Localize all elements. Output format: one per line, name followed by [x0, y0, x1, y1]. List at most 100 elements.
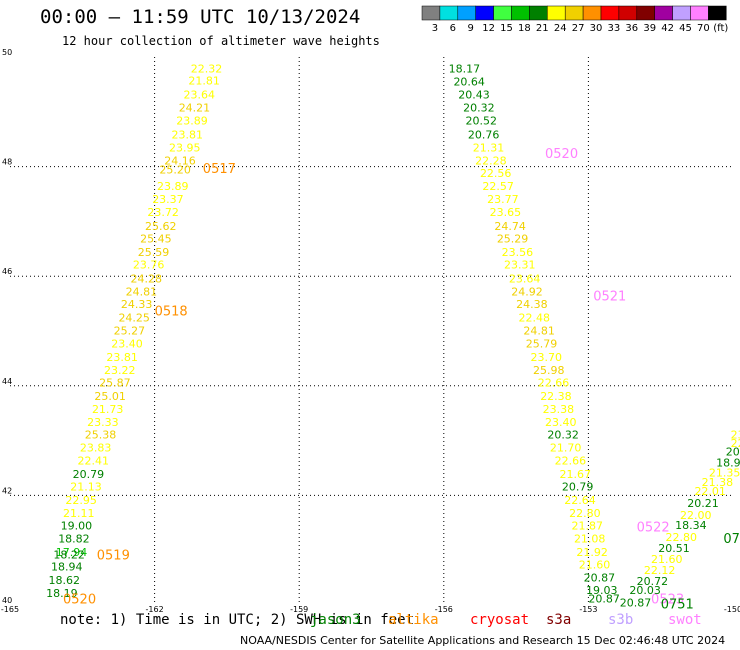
legend-label: 70 [697, 23, 710, 34]
legend-label: 3 [432, 23, 438, 34]
wave-height-value: 20.03 [629, 584, 661, 597]
wave-height-value: 23.40 [111, 338, 143, 351]
legend-label: 39 [643, 23, 656, 34]
color-legend: 3 6 9 12 15 18 21 24 27 30 33 36 39 42 45 70 (ft) [421, 5, 728, 34]
wave-height-value: 25.20 [159, 163, 191, 176]
wave-height-value: 22.32 [191, 63, 223, 76]
wave-height-value: 21.87 [572, 520, 604, 533]
wave-height-value: 19.03 [586, 584, 618, 597]
wave-height-value: 24.81 [523, 324, 555, 337]
wave-height-value: 22.01 [694, 485, 726, 498]
wave-height-value: 20.32 [547, 429, 579, 442]
wave-height-value: 23.76 [133, 259, 165, 272]
wave-height-value: 25.79 [526, 338, 558, 351]
wave-height-value: 24.21 [179, 101, 211, 114]
wave-height-value: 20.74 [726, 446, 740, 459]
satellite-name-s3b: s3b [608, 612, 634, 628]
wave-height-value: 21.08 [574, 533, 606, 546]
x-tick-label: -159 [290, 605, 308, 614]
wave-height-value: 23.83 [80, 442, 112, 455]
wave-height-value: 21.31 [473, 141, 505, 154]
wave-height-value: 23.77 [487, 193, 519, 206]
page-title: 00:00 – 11:59 UTC 10/13/2024 [40, 6, 361, 28]
wave-height-value: 18.99 [716, 457, 740, 470]
satellite-name-jason3: jason3 [310, 612, 361, 628]
satellite-name-swot: swot [668, 612, 702, 628]
wave-height-value: 22.00 [680, 509, 712, 522]
wave-height-value: 24.92 [511, 286, 543, 299]
pass-time-label: 0518 [155, 305, 188, 320]
wave-height-value: 21.38 [702, 476, 734, 489]
wave-height-value: 18.22 [53, 549, 85, 562]
wave-height-value: 18.34 [675, 519, 707, 532]
wave-height-value: 22.48 [519, 311, 551, 324]
wave-height-value: 22.50 [731, 437, 740, 450]
wave-height-value: 21.73 [92, 403, 124, 416]
wave-height-value: 22.80 [569, 507, 601, 520]
wave-height-value: 25.45 [140, 232, 172, 245]
wave-height-value: 23.33 [87, 416, 119, 429]
satellite-name-cryosat: cryosat [470, 612, 530, 628]
wave-height-value: 25.98 [533, 364, 565, 377]
pass-time-label: 0520 [63, 592, 96, 607]
wave-height-value: 22.38 [540, 390, 572, 403]
wave-height-value: 18.17 [449, 63, 481, 76]
wave-height-value: 25.01 [94, 390, 126, 403]
wave-height-value: 20.51 [658, 542, 690, 555]
satellite-name-s3a: s3a [546, 612, 572, 628]
wave-height-value: 24.81 [126, 286, 157, 299]
wave-height-value: 18.94 [51, 561, 83, 574]
wave-height-value: 18.19 [46, 587, 78, 600]
wave-height-value: 24.16 [164, 155, 196, 168]
satellite-name-altika: altika [388, 612, 439, 628]
legend-label: 42 [661, 23, 674, 34]
wave-height-value: 22.95 [65, 494, 97, 507]
wave-height-value: 22.12 [644, 564, 676, 577]
wave-height-value: 23.64 [184, 88, 216, 101]
pass-time-label: 0520 [545, 147, 578, 162]
wave-height-value: 21.92 [576, 546, 608, 559]
legend-label: 15 [500, 23, 513, 34]
wave-height-value: 24.74 [494, 220, 526, 233]
wave-height-value: 25.87 [99, 377, 131, 390]
wave-height-value: 23.40 [545, 416, 577, 429]
y-tick-label: 40 [2, 596, 12, 605]
wave-height-value: 21.60 [579, 558, 611, 571]
wave-height-value: 25.27 [114, 324, 146, 337]
wave-height-value: 22.28 [475, 155, 507, 168]
wave-height-value: 23.89 [157, 180, 189, 193]
x-tick-label: -156 [435, 605, 453, 614]
wave-height-value: 20.76 [468, 128, 500, 141]
wave-height-value: 20.21 [687, 497, 719, 510]
wave-height-value: 23.89 [176, 115, 208, 128]
wave-height-value: 23.81 [171, 128, 203, 141]
legend-label: 33 [608, 23, 621, 34]
wave-height-value: 21.67 [559, 468, 591, 481]
y-tick-label: 48 [2, 158, 12, 167]
pass-time-label: 0752 [723, 532, 740, 547]
wave-height-value: 25.62 [145, 220, 177, 233]
wave-height-value: 20.32 [463, 101, 495, 114]
wave-height-value: 20.79 [73, 468, 105, 481]
wave-height-value: 24.33 [121, 298, 153, 311]
legend-label: 6 [450, 23, 456, 34]
pass-time-label: 0523 [651, 592, 684, 607]
wave-height-value: 22.57 [482, 180, 514, 193]
wave-height-value: 21.13 [70, 481, 102, 494]
pass-time-label: 0517 [203, 162, 236, 177]
wave-height-value: 20.87 [588, 592, 620, 605]
wave-height-value: 23.37 [152, 193, 184, 206]
wave-height-value: 23.22 [104, 364, 135, 377]
wave-height-value: 21.11 [63, 507, 95, 520]
wave-height-value: 22.80 [666, 531, 698, 544]
wave-height-value: 21.60 [651, 553, 683, 566]
x-tick-label: -162 [146, 605, 164, 614]
pass-time-label: 0522 [637, 521, 670, 536]
wave-height-value: 23.56 [502, 246, 534, 259]
wave-height-value: 23.38 [543, 403, 575, 416]
wave-height-value: 25.29 [497, 232, 529, 245]
wave-height-value: 25.38 [85, 429, 117, 442]
footer-credit: NOAA/NESDIS Center for Satellite Applica… [240, 634, 726, 647]
wave-height-value: 25.59 [138, 246, 170, 259]
